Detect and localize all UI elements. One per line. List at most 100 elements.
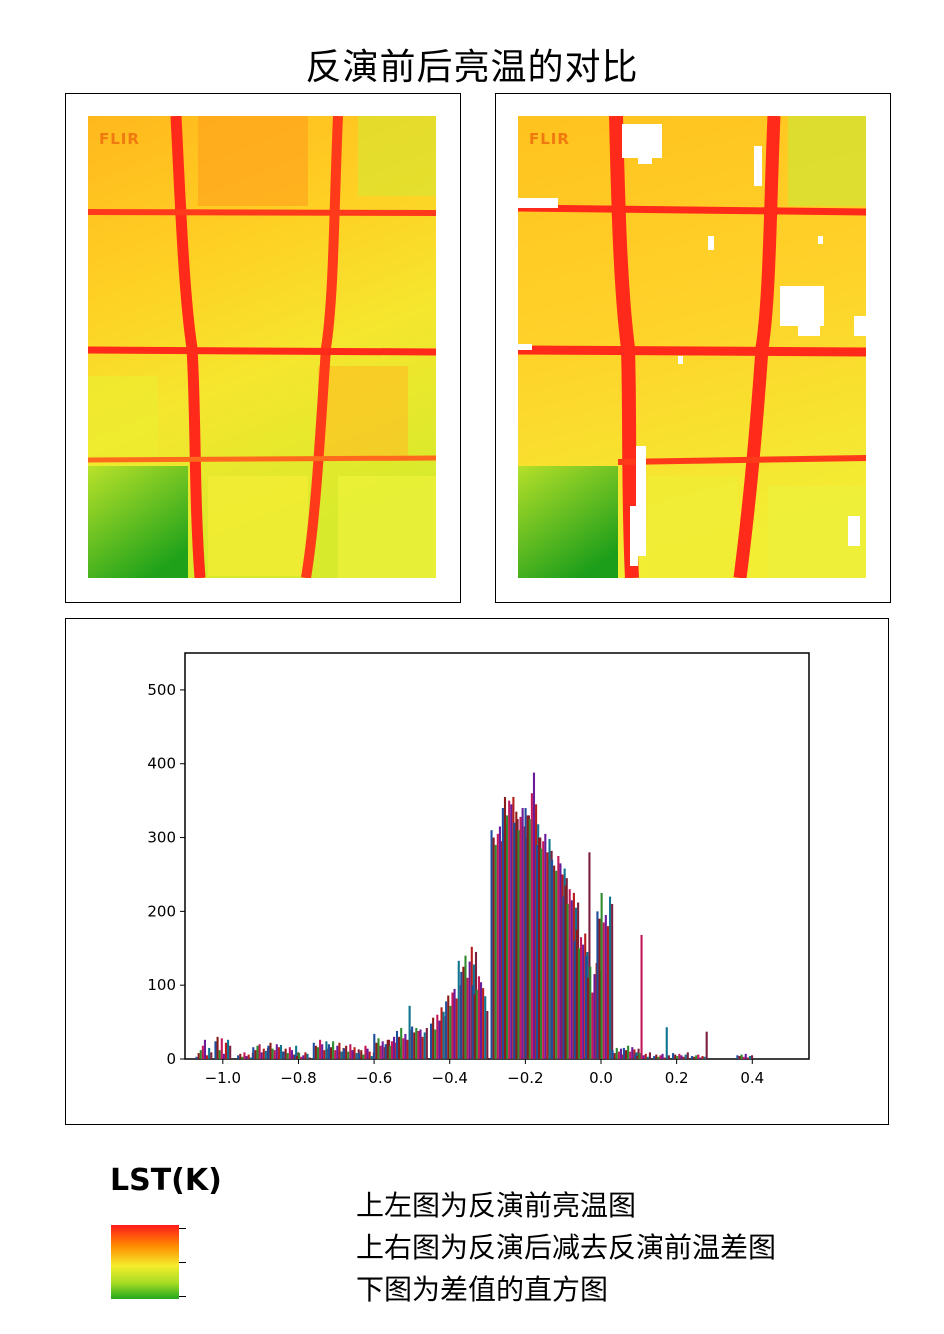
histogram-bar (657, 1056, 660, 1059)
histogram-bar (606, 926, 609, 1059)
histogram-bar (740, 1054, 743, 1059)
histogram-bar (617, 1051, 620, 1059)
histogram-bar (744, 1053, 747, 1059)
histogram-bar (659, 1055, 662, 1059)
histogram-bar (579, 937, 583, 1059)
histogram-bar (239, 1053, 242, 1059)
histogram-bar (663, 1057, 666, 1059)
histogram-bar (482, 988, 485, 1059)
x-tick-label: −0.2 (507, 1069, 543, 1087)
histogram-bar (325, 1041, 328, 1059)
histogram-bar (611, 903, 614, 1059)
histogram-bar (613, 1053, 616, 1059)
y-tick-label: 300 (147, 829, 176, 847)
histogram-bar (229, 1045, 232, 1059)
page-title: 反演前后亮温的对比 (305, 47, 639, 88)
histogram-bar (445, 1001, 448, 1059)
histogram-bar (206, 1055, 209, 1059)
histogram-bar (604, 915, 607, 1059)
histogram-bar (498, 826, 501, 1059)
note-line: 下图为差值的直方图 (356, 1273, 609, 1306)
histogram-bar (566, 903, 569, 1059)
histogram-bar (408, 1005, 411, 1059)
histogram-bar (386, 1039, 389, 1059)
histogram-bar (636, 1056, 639, 1059)
histogram-bar (366, 1048, 369, 1059)
histogram-bar (293, 1054, 296, 1059)
histogram-bar (608, 896, 612, 1059)
histogram-bar (267, 1045, 270, 1059)
histogram-bar (530, 793, 533, 1059)
histogram-bar (674, 1054, 677, 1059)
histogram-bar (629, 1051, 632, 1059)
histogram-bar (282, 1051, 285, 1059)
histogram-bar (368, 1051, 371, 1059)
histogram-bar (398, 1036, 401, 1059)
histogram-bar (393, 1036, 396, 1059)
histogram-bar (588, 852, 591, 1059)
histogram-bar (535, 844, 538, 1059)
histogram-bar (589, 966, 592, 1059)
histogram-bar (279, 1044, 283, 1059)
histogram-bar (635, 1052, 638, 1059)
histogram-bar (593, 974, 596, 1059)
histogram-bar (602, 922, 605, 1059)
histogram-bar (345, 1045, 348, 1059)
histogram-bar (197, 1053, 200, 1059)
histogram-bar (551, 859, 554, 1059)
histogram-bar (462, 966, 465, 1059)
histogram-bar (442, 1011, 445, 1059)
y-tick-label: 500 (147, 681, 176, 699)
histogram-bar (546, 852, 549, 1059)
note-line: 上右图为反演后减去反演前温差图 (356, 1231, 777, 1264)
x-tick-label: 0.0 (589, 1069, 613, 1087)
histogram-bar (254, 1050, 257, 1059)
histogram-bar (501, 808, 504, 1059)
histogram-bar (321, 1044, 324, 1059)
histogram-bar (513, 822, 516, 1059)
histogram-bar (243, 1052, 246, 1059)
histogram-bar (269, 1042, 272, 1059)
histogram-bar (506, 815, 509, 1059)
histogram-bar (256, 1045, 259, 1059)
histogram-bar (203, 1039, 207, 1059)
histogram-bar (288, 1047, 291, 1059)
histogram-bar (300, 1056, 303, 1059)
histogram-bar (619, 1048, 623, 1059)
histogram-bar (611, 1050, 614, 1059)
histogram-bar (377, 1038, 380, 1059)
histogram-bar (695, 1055, 698, 1059)
histogram-bar (648, 1052, 651, 1059)
histogram-bar (570, 900, 573, 1059)
y-tick-label: 400 (147, 755, 176, 773)
histogram-bar (667, 1055, 670, 1059)
histogram-bar (347, 1051, 350, 1059)
histogram-bar (355, 1053, 358, 1059)
histogram-bar (214, 1041, 217, 1059)
histogram-bar (451, 992, 454, 1059)
histogram-bar (273, 1050, 276, 1059)
histogram-bar (568, 889, 571, 1059)
histogram-bar (638, 1053, 641, 1059)
histogram-bar (680, 1055, 683, 1059)
histogram-bar (496, 833, 499, 1059)
histogram-bar (308, 1057, 311, 1059)
histogram-bar (622, 1047, 625, 1059)
x-tick-label: 0.2 (665, 1069, 689, 1087)
histogram-bar (624, 1050, 628, 1059)
histogram-bar (464, 955, 467, 1059)
histogram-bar (559, 863, 562, 1059)
histogram-bar (457, 960, 460, 1059)
histogram-bar (434, 1029, 437, 1059)
histogram-bar (351, 1050, 354, 1059)
histogram-bar (468, 961, 471, 1059)
histogram-bar (208, 1047, 211, 1059)
histogram-bar (697, 1054, 700, 1059)
histogram-bar (260, 1052, 263, 1059)
histogram-bar (524, 808, 527, 1059)
histogram-bar (275, 1044, 278, 1059)
histogram-bar (557, 856, 560, 1059)
histogram-bar (316, 1047, 320, 1059)
histogram-bar (395, 1030, 399, 1059)
histogram-bar (510, 804, 513, 1059)
